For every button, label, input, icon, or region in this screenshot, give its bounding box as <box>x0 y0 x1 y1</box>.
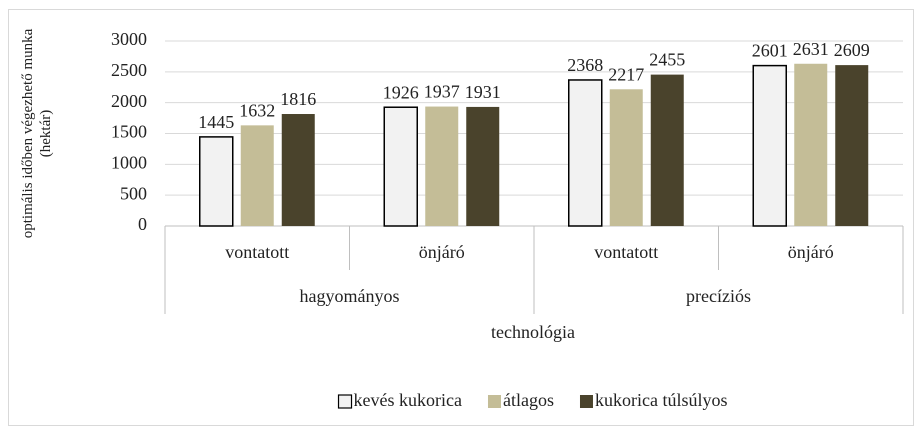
data-label: 1926 <box>383 82 419 102</box>
legend-swatch <box>337 394 353 409</box>
x-tick-label: vontatott <box>225 242 289 262</box>
data-label: 2217 <box>608 64 644 84</box>
legend-item: kukorica túlsúlyos <box>579 390 728 410</box>
legend-swatch <box>579 395 593 408</box>
y-axis-label: optimális időben végezhető munka (hektár) <box>20 28 54 238</box>
data-label: 2601 <box>752 41 788 61</box>
data-label: 1632 <box>239 100 275 120</box>
data-label: 1931 <box>465 82 501 102</box>
x-tick-label: önjáró <box>788 242 834 262</box>
x-tick-label: vontatott <box>594 242 658 262</box>
data-label: 2631 <box>793 39 829 59</box>
data-label: 1445 <box>198 112 234 132</box>
bar <box>281 114 315 226</box>
bar <box>383 106 418 227</box>
bar <box>425 106 459 226</box>
y-tick-label: 1000 <box>111 152 147 172</box>
data-label: 2368 <box>567 55 603 75</box>
group-label: precíziós <box>686 286 751 306</box>
bar <box>199 136 234 227</box>
bar <box>568 79 603 227</box>
bar <box>835 65 869 226</box>
y-tick-label: 2000 <box>111 91 147 111</box>
data-label: 1816 <box>280 89 316 109</box>
data-label: 2455 <box>649 50 685 70</box>
y-tick-label: 1500 <box>111 122 147 142</box>
x-tick-label: önjáró <box>419 242 465 262</box>
y-tick-label: 500 <box>120 183 147 203</box>
legend-label: kevés kukorica <box>354 390 462 410</box>
data-label: 1937 <box>424 82 460 102</box>
x-axis-label: technológia <box>491 322 575 342</box>
legend-label: átlagos <box>503 390 554 410</box>
bar <box>609 89 643 226</box>
data-label: 2609 <box>834 40 870 60</box>
bar <box>650 74 684 226</box>
bar <box>752 64 787 227</box>
y-tick-label: 3000 <box>111 29 147 49</box>
bar <box>466 106 500 226</box>
legend-swatch <box>487 395 501 408</box>
legend-label: kukorica túlsúlyos <box>595 390 728 410</box>
legend-item: kevés kukorica <box>337 390 462 410</box>
legend-item: átlagos <box>487 390 554 410</box>
y-tick-label: 2500 <box>111 60 147 80</box>
group-label: hagyományos <box>300 286 400 306</box>
y-tick-label: 0 <box>138 214 147 234</box>
bar <box>240 125 274 226</box>
bar <box>794 63 828 226</box>
